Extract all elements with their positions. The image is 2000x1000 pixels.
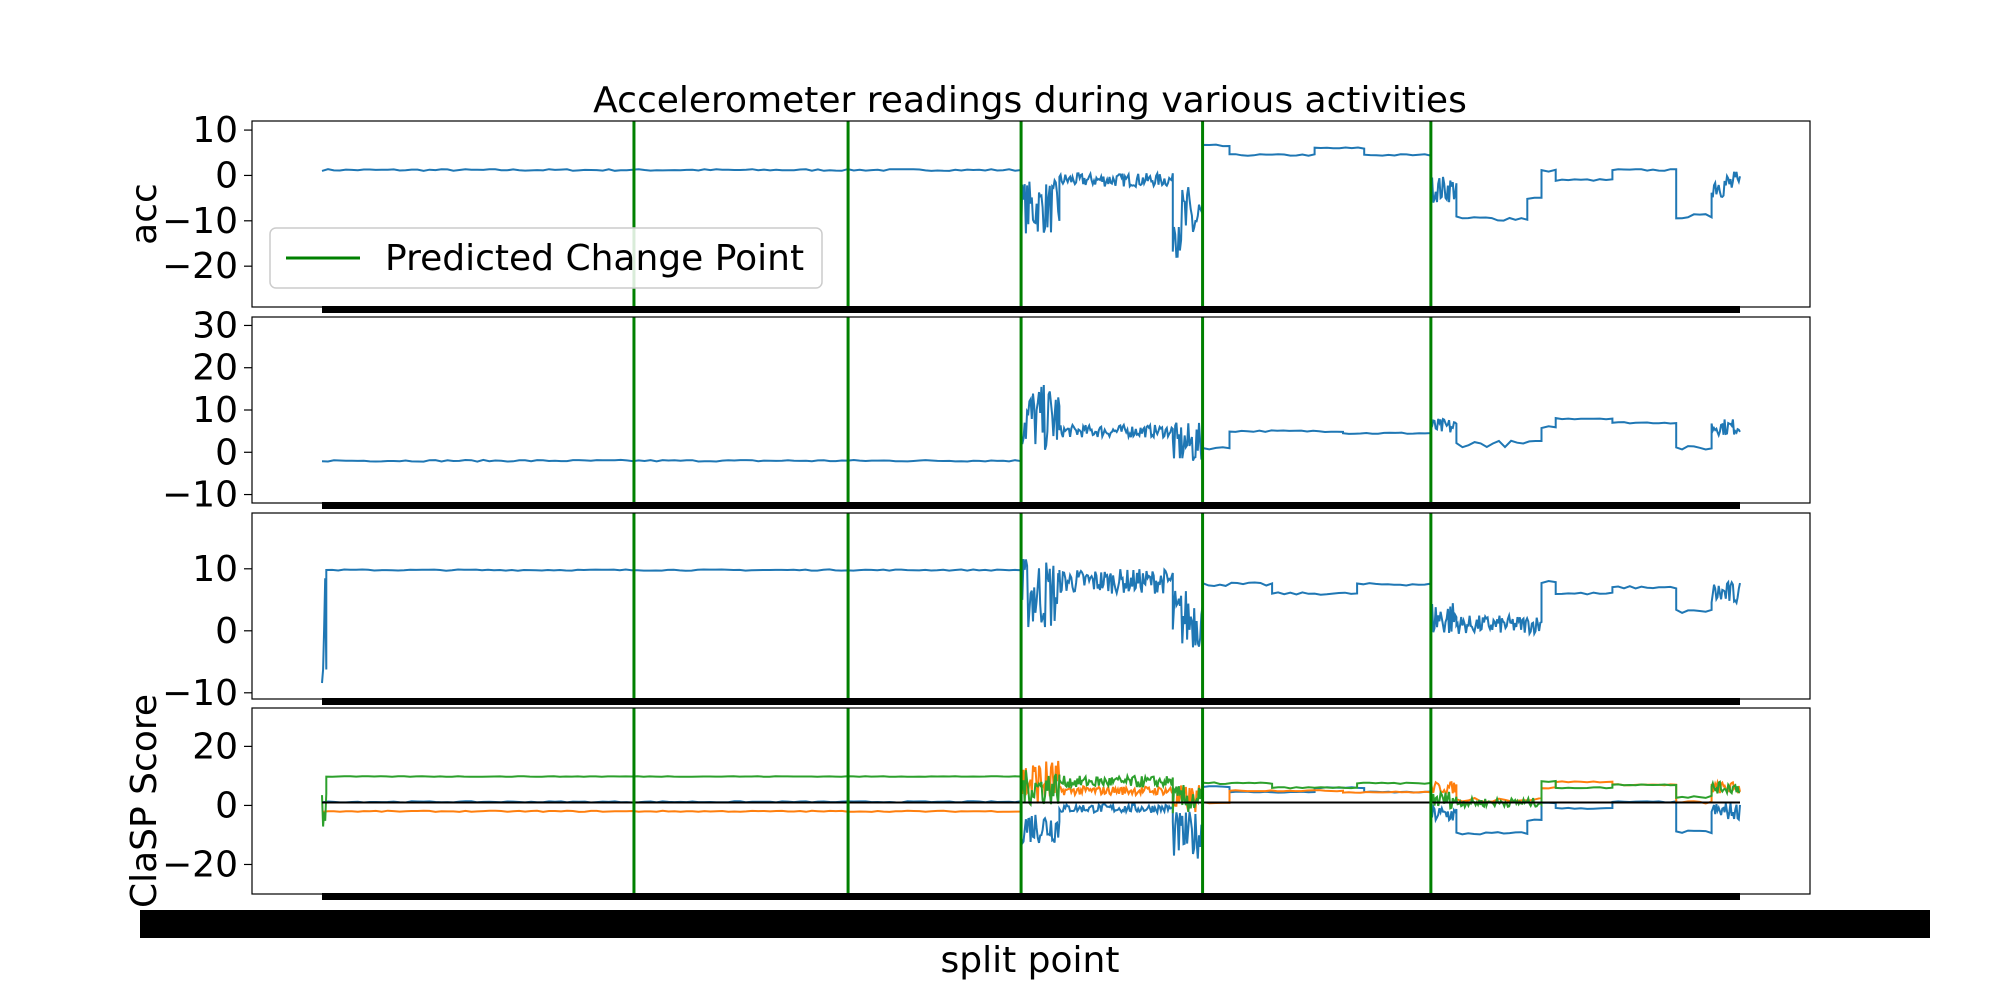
y-tick-label-3-1: 10 xyxy=(192,549,238,590)
axes-frame-1 xyxy=(251,120,1811,308)
axes-frame-3 xyxy=(251,512,1811,700)
y-tick-label-1-1: 10 xyxy=(192,110,238,151)
y-tick-label-2-5: −10 xyxy=(162,475,238,516)
chart-title: Accelerometer readings during various ac… xyxy=(593,80,1467,121)
y-tick-label-3-3: −10 xyxy=(162,673,238,714)
series-line-4-3 xyxy=(321,770,1741,827)
x-tick-band-3 xyxy=(322,698,1740,705)
x-tick-band-2 xyxy=(322,502,1740,509)
axes-frame-4 xyxy=(251,707,1811,895)
series-line-4-2 xyxy=(321,760,1741,813)
legend-label-change-point: Predicted Change Point xyxy=(385,238,804,279)
x-tick-band-1 xyxy=(322,306,1740,313)
y-tick-label-2-2: 20 xyxy=(192,348,238,389)
chart-panels: 100−10−20acc3020100−10100−10200−20ClaSP … xyxy=(124,110,1811,908)
legend-box xyxy=(269,227,823,289)
x-tick-label-band xyxy=(140,910,1930,938)
y-tick-label-2-3: 10 xyxy=(192,390,238,431)
y-axis-label-1: acc xyxy=(124,183,165,245)
x-axis-label: split point xyxy=(941,940,1120,981)
y-tick-label-4-2: 0 xyxy=(215,785,238,826)
y-tick-label-2-1: 30 xyxy=(192,305,238,346)
series-line-2-1 xyxy=(321,384,1741,463)
x-tick-band-4 xyxy=(322,893,1740,900)
panel-3: 10 0 −10 xyxy=(162,512,1811,714)
series-line-3-1 xyxy=(321,558,1741,684)
y-tick-label-3-2: 0 xyxy=(215,611,238,652)
legend: Predicted Change Point xyxy=(269,227,823,289)
y-tick-label-2-4: 0 xyxy=(215,432,238,473)
y-tick-label-4-1: 20 xyxy=(192,726,238,767)
y-tick-label-1-4: −20 xyxy=(162,246,238,287)
y-tick-label-1-3: −10 xyxy=(162,201,238,242)
y-tick-label-4-3: −20 xyxy=(162,844,238,885)
y-tick-label-1-2: 0 xyxy=(215,155,238,196)
series-line-1-1 xyxy=(321,143,1741,258)
y-axis-label-4: ClaSP Score xyxy=(124,694,165,908)
